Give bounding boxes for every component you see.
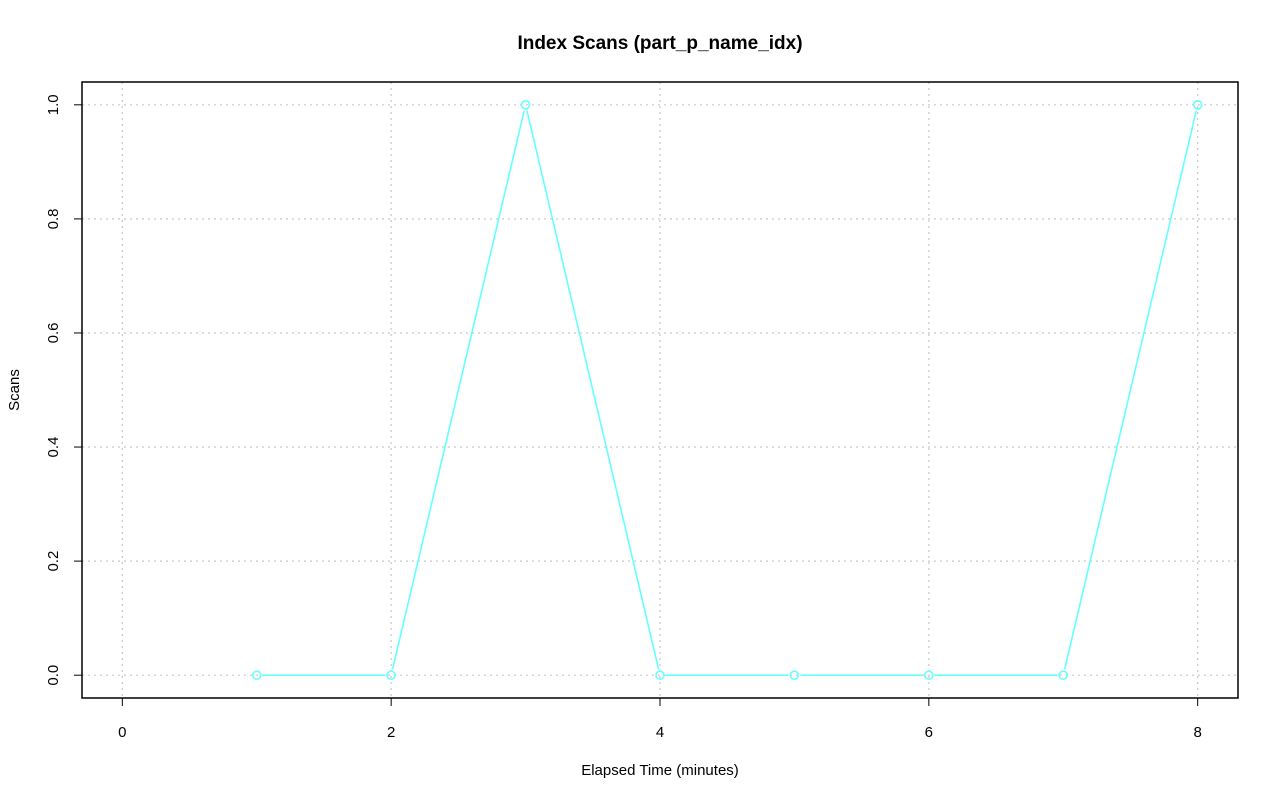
y-tick-label: 0.0 — [45, 665, 62, 686]
y-axis-label: Scans — [6, 369, 23, 411]
chart-title: Index Scans (part_p_name_idx) — [517, 33, 802, 54]
x-tick-label: 4 — [656, 724, 664, 741]
series-line-segment — [391, 110, 525, 670]
series-layer — [251, 100, 1203, 680]
data-point — [789, 670, 800, 680]
x-tick-label: 8 — [1194, 724, 1202, 741]
x-tick-label: 6 — [925, 724, 933, 741]
grid — [82, 82, 1238, 698]
data-point — [251, 670, 262, 680]
y-tick-label: 0.8 — [45, 208, 62, 229]
data-point — [1192, 100, 1203, 110]
y-tick-label: 0.2 — [45, 551, 62, 572]
data-point — [386, 670, 396, 680]
x-tick-label: 0 — [118, 724, 126, 741]
axes: 0 2 4 6 8 0.0 0.2 0.4 0.6 0.8 1.0 — [45, 94, 1202, 741]
x-axis-label: Elapsed Time (minutes) — [581, 762, 739, 779]
data-point — [1058, 670, 1069, 680]
data-point — [655, 670, 665, 680]
series-line-segment — [1063, 110, 1198, 670]
y-tick-label: 1.0 — [45, 94, 62, 115]
series-line-segment — [526, 110, 660, 670]
y-tick-label: 0.6 — [45, 323, 62, 344]
data-point — [520, 100, 531, 110]
data-point — [924, 670, 934, 680]
y-tick-label: 0.4 — [45, 437, 62, 458]
x-tick-label: 2 — [387, 724, 395, 741]
plot-frame — [81, 81, 1239, 699]
